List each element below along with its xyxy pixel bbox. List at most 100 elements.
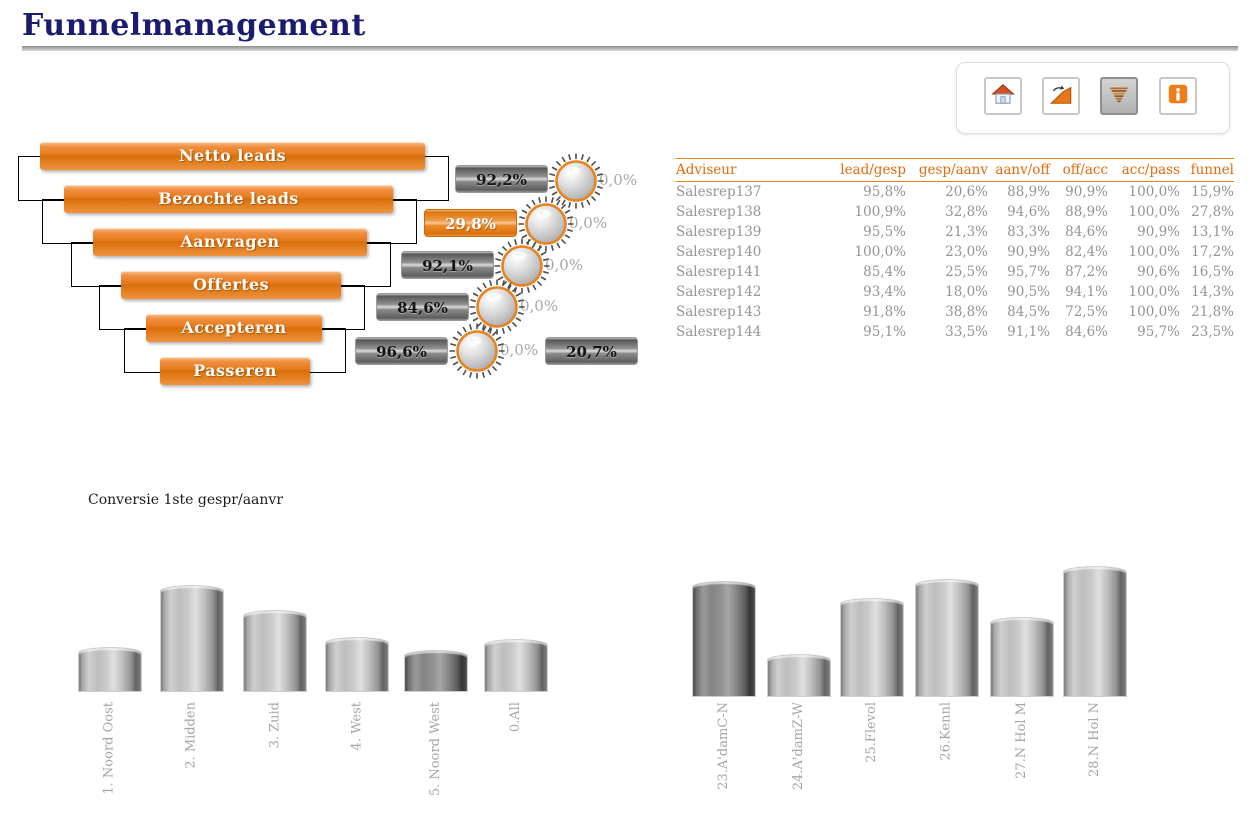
column-header: gesp/aanv xyxy=(906,158,988,182)
column-header: acc/pass xyxy=(1108,158,1180,182)
table-cell: 72,5% xyxy=(1065,304,1108,320)
table-cell: Salesrep140 xyxy=(676,244,762,260)
table-cell: 84,6% xyxy=(1065,324,1108,340)
chart-category-label: 27.N Hol M xyxy=(1014,702,1029,779)
table-cell: 93,4% xyxy=(863,284,906,300)
column-header: off/acc xyxy=(1050,158,1108,182)
info-icon xyxy=(1165,81,1191,111)
chart-bar xyxy=(78,647,142,692)
table-cell: 91,1% xyxy=(1007,324,1050,340)
table-cell: 32,8% xyxy=(945,204,988,220)
conversion-badge: 92,1% xyxy=(401,251,494,279)
table-cell: 100,0% xyxy=(1128,304,1180,320)
home-icon xyxy=(990,81,1016,111)
table-cell: 33,5% xyxy=(945,324,988,340)
chart-bar xyxy=(990,617,1054,697)
table-cell: 90,9% xyxy=(1065,184,1108,200)
adviseur-table: Adviseur lead/gesp gesp/aanv aanv/off off/ac… xyxy=(676,158,1234,342)
column-header: lead/gesp xyxy=(826,158,906,182)
table-cell: 13,1% xyxy=(1191,224,1234,240)
home-button[interactable] xyxy=(984,77,1022,115)
funnel-view-button[interactable] xyxy=(1100,77,1138,115)
chart-category-label: 2. Midden xyxy=(184,702,199,769)
knob-value-label: 0,0% xyxy=(500,341,539,359)
table-cell: 27,8% xyxy=(1191,204,1234,220)
conversion-badge: 96,6% xyxy=(355,337,448,365)
knob-value-label: 0,0% xyxy=(599,171,638,189)
table-cell: 90,9% xyxy=(1007,244,1050,260)
chart-category-label: 1. Noord Oost xyxy=(102,702,117,795)
table-cell: 84,6% xyxy=(1065,224,1108,240)
chart-category-label: 23.A'damC-N xyxy=(716,702,731,790)
chart-category-label: 24.A'damZ-W xyxy=(791,702,806,791)
chart-category-label: 25.Flevol xyxy=(864,702,879,763)
conversion-knob[interactable] xyxy=(492,236,552,296)
chart-title: Conversie 1ste gespr/aanvr xyxy=(88,492,284,508)
chart-bar xyxy=(915,579,979,697)
table-cell: 20,6% xyxy=(945,184,988,200)
table-cell: 88,9% xyxy=(1007,184,1050,200)
table-cell: Salesrep141 xyxy=(676,264,762,280)
table-cell: 100,9% xyxy=(854,204,906,220)
column-header: aanv/off xyxy=(988,158,1050,182)
knob-value-label: 0,0% xyxy=(569,214,608,232)
column-header: Adviseur xyxy=(676,158,826,182)
chart-button[interactable] xyxy=(1042,77,1080,115)
conversion-knob[interactable] xyxy=(447,321,507,381)
chart-bar xyxy=(325,637,389,692)
table-row: Salesrep142 93,4% 18,0% 90,5% 94,1% 100,0% 14,… xyxy=(676,282,1234,302)
chart-category-label: 5. Noord West xyxy=(428,702,443,797)
table-row: Salesrep143 91,8% 38,8% 84,5% 72,5% 100,0% 21,… xyxy=(676,302,1234,322)
chart-bar xyxy=(692,581,756,697)
info-button[interactable] xyxy=(1159,77,1197,115)
table-row: Salesrep137 95,8% 20,6% 88,9% 90,9% 100,0% 15,… xyxy=(676,182,1234,203)
table-cell: 90,6% xyxy=(1137,264,1180,280)
chart-category-label: 3. Zuid xyxy=(267,702,282,749)
table-cell: 95,7% xyxy=(1137,324,1180,340)
table-cell: 85,4% xyxy=(863,264,906,280)
table-cell: 21,8% xyxy=(1191,304,1234,320)
table-cell: 100,0% xyxy=(1128,204,1180,220)
chart-category-label: 26.Kennl xyxy=(939,702,954,761)
funnel-stage-bar: Offertes xyxy=(121,271,341,299)
funnel-stage-bar: Aanvragen xyxy=(93,228,367,256)
chart-bar xyxy=(484,639,548,692)
table-cell: Salesrep142 xyxy=(676,284,762,300)
chart-bar xyxy=(1063,566,1127,697)
table-cell: 25,5% xyxy=(945,264,988,280)
table-cell: Salesrep143 xyxy=(676,304,762,320)
chart-bar xyxy=(404,650,468,692)
table-cell: 95,8% xyxy=(863,184,906,200)
chart-bar xyxy=(160,585,224,692)
table-cell: 23,0% xyxy=(945,244,988,260)
table-row: Salesrep140 100,0% 23,0% 90,9% 82,4% 100,0% 17… xyxy=(676,242,1234,262)
table-cell: 87,2% xyxy=(1065,264,1108,280)
table-row: Salesrep139 95,5% 21,3% 83,3% 84,6% 90,9% 13,1… xyxy=(676,222,1234,242)
conversion-badge: 92,2% xyxy=(455,165,548,193)
table-cell: 82,4% xyxy=(1065,244,1108,260)
table-cell: 100,0% xyxy=(854,244,906,260)
table-cell: 90,5% xyxy=(1007,284,1050,300)
conversion-knob[interactable] xyxy=(546,151,606,211)
table-cell: 18,0% xyxy=(945,284,988,300)
chart-bar xyxy=(767,654,831,697)
table-cell: 95,1% xyxy=(863,324,906,340)
chart-category-label: 4. West xyxy=(349,702,364,751)
table-cell: 94,6% xyxy=(1007,204,1050,220)
column-header: funnel xyxy=(1180,158,1234,182)
table-cell: Salesrep144 xyxy=(676,324,762,340)
knob-value-label: 0,0% xyxy=(520,297,559,315)
table-cell: 15,9% xyxy=(1191,184,1234,200)
table-cell: 88,9% xyxy=(1065,204,1108,220)
table-cell: 91,8% xyxy=(863,304,906,320)
chart-bar xyxy=(840,598,904,697)
table-row: Salesrep144 95,1% 33,5% 91,1% 84,6% 95,7% 23,5… xyxy=(676,322,1234,342)
table-row: Salesrep141 85,4% 25,5% 95,7% 87,2% 90,6% 16,5… xyxy=(676,262,1234,282)
table-cell: 83,3% xyxy=(1007,224,1050,240)
table-cell: 100,0% xyxy=(1128,184,1180,200)
chart-bar xyxy=(243,610,307,692)
table-cell: 84,5% xyxy=(1007,304,1050,320)
conversion-knob[interactable] xyxy=(467,277,527,337)
table-cell: 90,9% xyxy=(1137,224,1180,240)
